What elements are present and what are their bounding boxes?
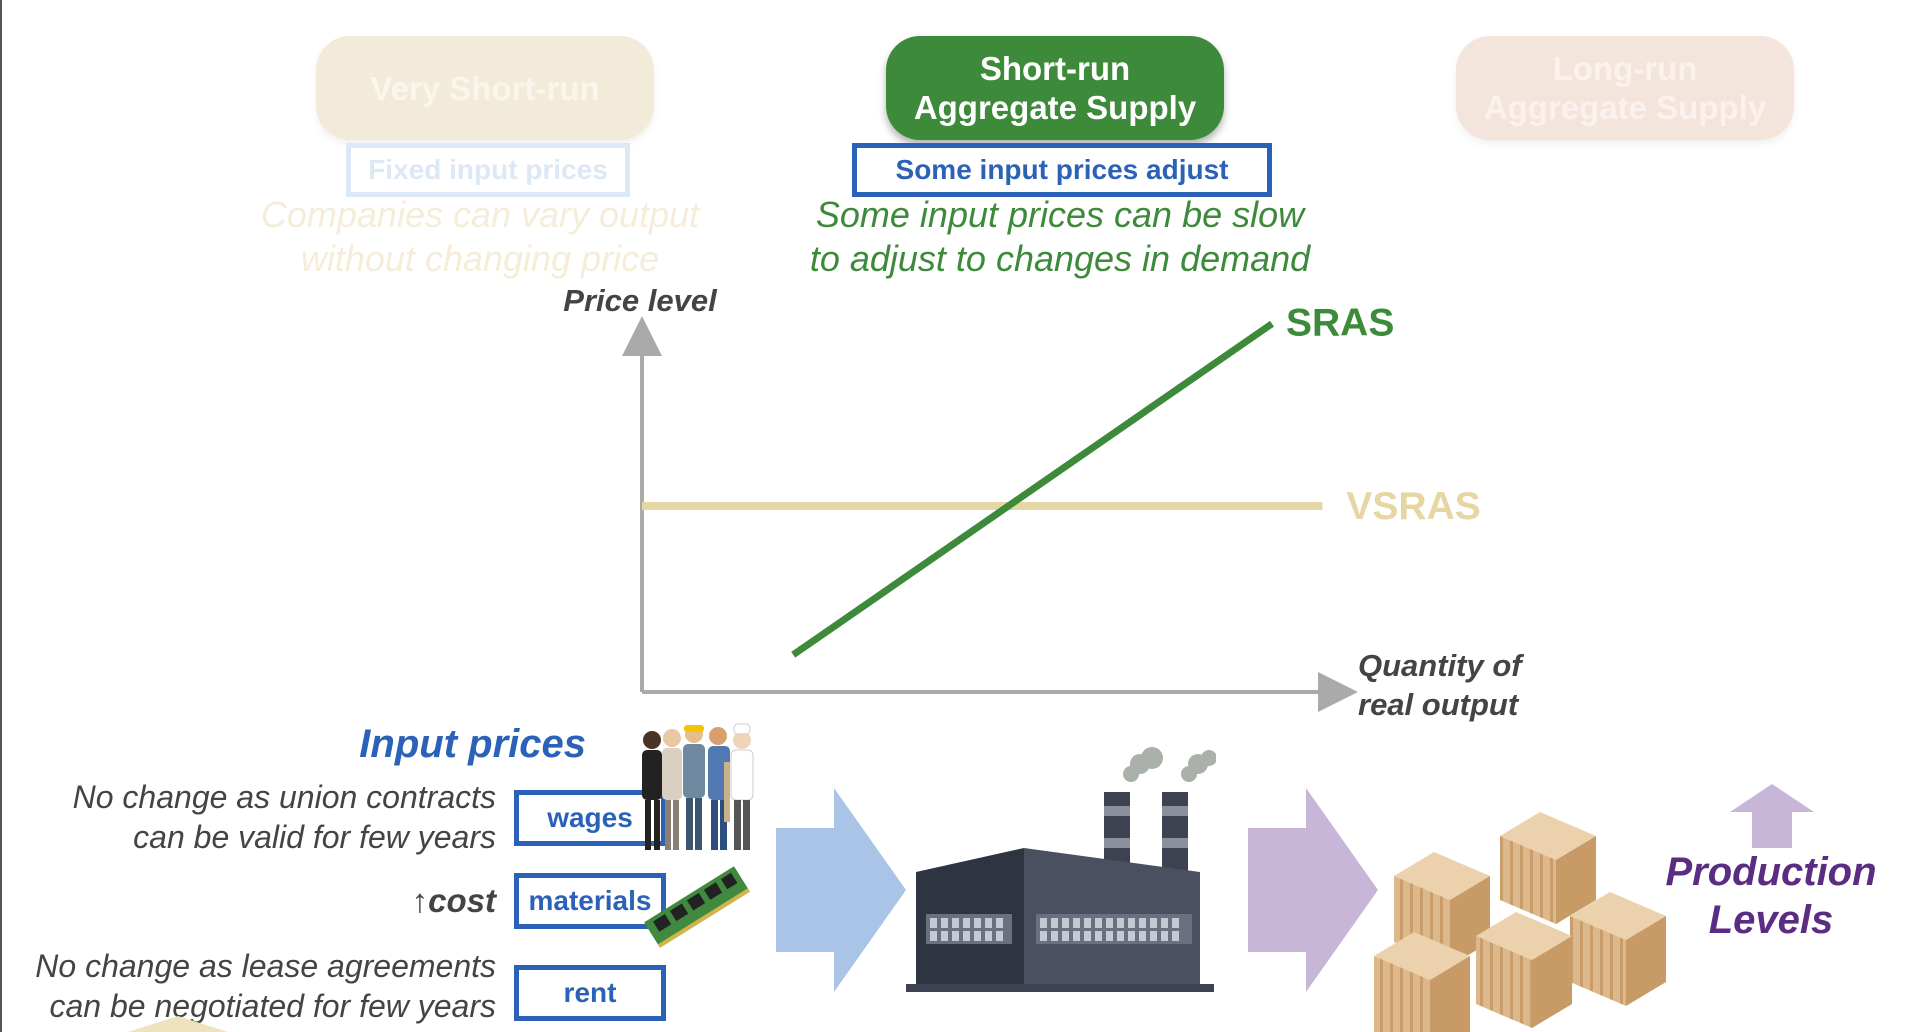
short-run-caption: Some input prices can be slow to adjust … <box>780 193 1340 281</box>
short-run-pill: Short-run Aggregate Supply <box>886 36 1224 140</box>
rent-note-line1: No change as lease agreements <box>35 948 496 984</box>
bottom-decorative-shape <box>128 1016 228 1032</box>
short-run-label-line2: Aggregate Supply <box>913 89 1197 126</box>
y-axis-label: Price level <box>563 283 718 318</box>
rent-note-line2: can be negotiated for few years <box>49 988 497 1024</box>
very-short-run-caption: Companies can vary output without changi… <box>220 193 740 281</box>
rent-note: No change as lease agreements can be neg… <box>0 946 496 1026</box>
wages-note: No change as union contracts can be vali… <box>0 777 496 857</box>
left-border <box>0 0 2 1032</box>
very-short-run-pill: Very Short-run <box>316 36 654 140</box>
production-levels-label: Production Levels <box>1636 848 1906 944</box>
wages-box: wages <box>514 790 666 846</box>
very-short-run-label: Very Short-run <box>370 69 600 107</box>
long-run-label-line2: Aggregate Supply <box>1483 89 1767 126</box>
materials-note-arrow: ↑ <box>411 882 429 919</box>
short-run-label-line1: Short-run <box>979 50 1131 87</box>
very-short-run-caption-line1: Companies can vary output <box>260 194 700 235</box>
production-levels-line1: Production <box>1665 850 1877 894</box>
vsras-series-label: VSRAS <box>1346 485 1480 528</box>
circuit-board-icon <box>644 866 750 948</box>
rent-box: rent <box>514 965 666 1021</box>
factory-to-output-arrow-icon <box>1248 788 1378 992</box>
input-to-factory-arrow-icon <box>776 788 906 992</box>
wages-note-line2: can be valid for few years <box>133 819 496 855</box>
production-levels-line2: Levels <box>1708 898 1834 942</box>
long-run-label-line1: Long-run <box>1552 50 1698 87</box>
very-short-run-caption-line2: without changing price <box>300 238 660 279</box>
materials-note: ↑cost <box>380 882 496 920</box>
input-prices-title: Input prices <box>359 722 586 766</box>
materials-box: materials <box>514 873 666 929</box>
short-run-caption-line2: to adjust to changes in demand <box>809 238 1311 279</box>
up-arrow-icon <box>1730 784 1814 848</box>
x-axis-label-line1: Quantity of <box>1358 648 1524 683</box>
sras-line <box>791 320 1274 658</box>
short-run-caption-line1: Some input prices can be slow <box>815 194 1305 235</box>
wages-note-line1: No change as union contracts <box>72 779 496 815</box>
materials-note-text: cost <box>428 882 496 919</box>
some-input-prices-adjust-tag: Some input prices adjust <box>852 143 1272 197</box>
factory-icon <box>906 747 1216 992</box>
long-run-pill: Long-run Aggregate Supply <box>1456 36 1794 140</box>
x-axis-label-line2: real output <box>1358 687 1520 722</box>
sras-series-label: SRAS <box>1286 302 1394 345</box>
workers-icon <box>642 723 754 850</box>
boxes-icon <box>1374 812 1666 1032</box>
fixed-input-prices-tag: Fixed input prices <box>346 143 630 197</box>
